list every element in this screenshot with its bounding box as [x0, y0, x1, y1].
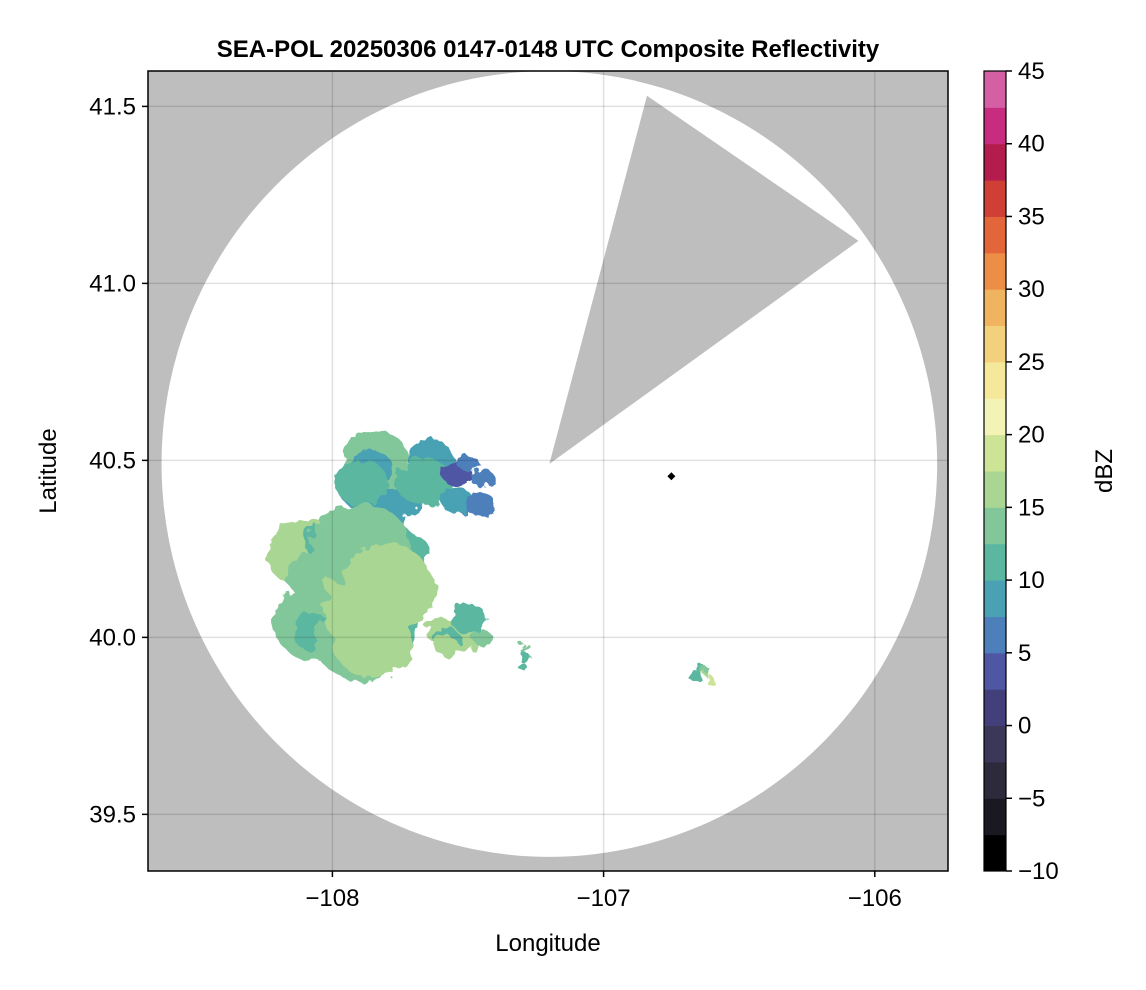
colorbar-frame: [983, 70, 1007, 872]
colorbar-segment: [984, 216, 1006, 254]
y-tick-label: 40.5: [89, 447, 136, 474]
echo-blob: [450, 603, 487, 634]
echo-blob: [466, 492, 497, 518]
y-tick-label: 40.0: [89, 624, 136, 651]
echo-cell: [266, 503, 436, 682]
colorbar-segment: [984, 107, 1006, 145]
echo-blob: [704, 675, 715, 685]
echo-cell: [440, 453, 497, 518]
echo-blob: [343, 543, 430, 616]
y-tick-label: 39.5: [89, 801, 136, 828]
echo-blob: [473, 630, 493, 647]
echo-cell: [518, 643, 533, 671]
colorbar-tick-label: −10: [1018, 858, 1059, 885]
colorbar-tick-label: 10: [1018, 567, 1045, 594]
echo-blob: [333, 610, 414, 678]
echo-blob: [521, 647, 529, 654]
echo-blob: [518, 653, 530, 663]
colorbar-segment: [984, 652, 1006, 690]
echo-blob: [440, 487, 473, 514]
grid-lines: [148, 71, 948, 871]
colorbar-tick-label: 5: [1018, 640, 1031, 667]
x-tick-label: −108: [305, 885, 359, 912]
colorbar-segment: [984, 434, 1006, 472]
colorbar-tick-label: 0: [1018, 713, 1031, 740]
radar-location-marker: [667, 472, 676, 481]
plot-area: [148, 71, 948, 871]
colorbar-label: dBZ: [1091, 449, 1118, 493]
colorbar-tick-label: −5: [1018, 785, 1045, 812]
colorbar: −10 −5 0 5 10 15 20 25 30 35 40 45: [983, 58, 1059, 885]
colorbar-tick-label: 15: [1018, 494, 1045, 521]
colorbar-tick-label: 20: [1018, 422, 1045, 449]
colorbar-tick-label: 45: [1018, 58, 1045, 85]
y-tick-label: 41.5: [89, 93, 136, 120]
echo-cell: [688, 664, 715, 685]
echo-blob: [456, 453, 478, 472]
echo-blob: [334, 460, 388, 505]
echo-cell: [424, 603, 493, 656]
chart-title: SEA-POL 20250306 0147-0148 UTC Composite…: [217, 36, 880, 63]
x-tick-label: −107: [577, 885, 631, 912]
colorbar-segment: [984, 507, 1006, 545]
y-tick-label: 41.0: [89, 270, 136, 297]
blocked-beam-sector: [549, 95, 859, 464]
x-axis-title: Longitude: [495, 930, 600, 957]
colorbar-segment: [984, 71, 1006, 108]
echo-blob: [520, 643, 526, 648]
colorbar-tick-label: 35: [1018, 203, 1045, 230]
colorbar-segment: [984, 289, 1006, 327]
colorbar-tick-label: 40: [1018, 131, 1045, 158]
colorbar-segment: [984, 616, 1006, 654]
y-axis-title: Latitude: [35, 428, 62, 513]
echo-blob: [395, 458, 453, 506]
echo-blob: [688, 670, 703, 683]
colorbar-tick-label: 30: [1018, 276, 1045, 303]
reflectivity-echoes: [266, 430, 715, 685]
colorbar-segment: [984, 834, 1006, 872]
colorbar-tick-label: 25: [1018, 349, 1045, 376]
echo-blob: [704, 668, 712, 675]
colorbar-segment: [984, 143, 1006, 181]
colorbar-segment: [984, 761, 1006, 799]
colorbar-segment: [984, 725, 1006, 763]
y-axis: 39.5 40.0 40.5 41.0 41.5: [89, 93, 148, 828]
echo-blob: [518, 663, 527, 671]
colorbar-segment: [984, 689, 1006, 727]
colorbar-segment: [984, 361, 1006, 399]
colorbar-segment: [984, 471, 1006, 508]
colorbar-segment: [984, 580, 1006, 617]
x-tick-label: −106: [848, 885, 902, 912]
x-axis: −108 −107 −106: [305, 871, 902, 912]
colorbar-segment: [984, 398, 1006, 436]
echo-blob: [470, 468, 494, 488]
plot-frame: [147, 70, 949, 872]
colorbar-segment: [984, 798, 1006, 836]
echo-blob: [434, 635, 459, 656]
colorbar-segment: [984, 543, 1006, 581]
colorbar-segment: [984, 252, 1006, 290]
colorbar-segment: [984, 325, 1006, 363]
colorbar-segment: [984, 180, 1006, 217]
